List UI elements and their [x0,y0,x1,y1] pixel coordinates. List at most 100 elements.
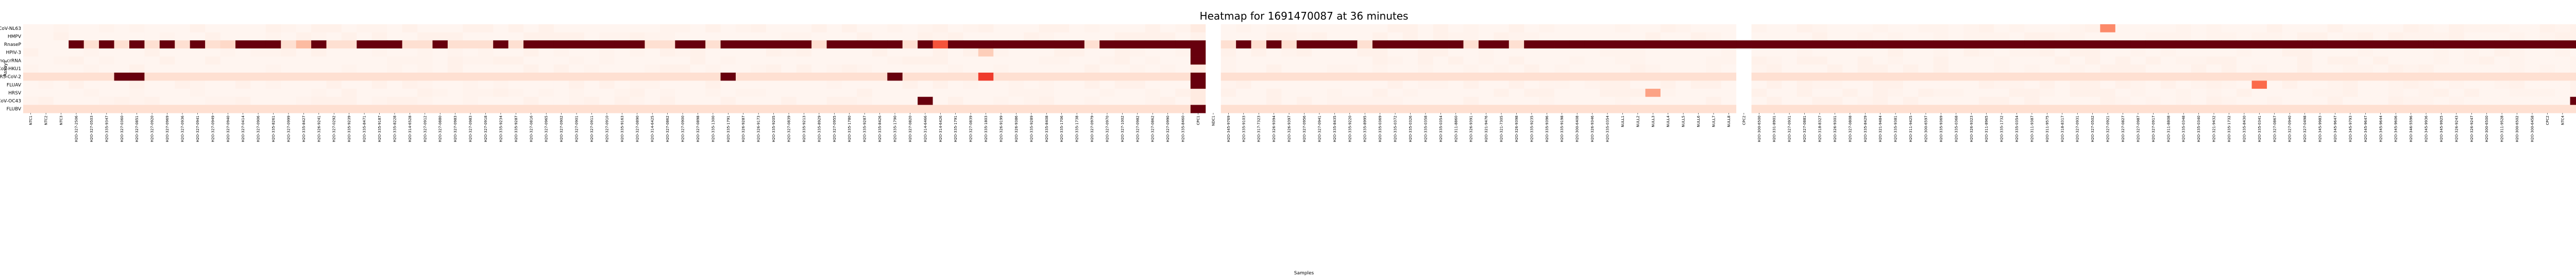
column-label: H2O-335-0369 [1378,116,1382,142]
heatmap-cell [1039,89,1055,97]
heatmap-cell [205,24,221,33]
heatmap-cell [584,32,600,41]
heatmap-cell [1827,96,1843,105]
heatmap-cell [1721,32,1737,41]
heatmap-cell [159,96,175,105]
heatmap-cell [357,105,372,113]
heatmap-cell [265,72,281,81]
heatmap-cell [23,80,39,89]
heatmap-cell [417,24,433,33]
heatmap-cell [2161,105,2176,113]
heatmap-cell [811,80,827,89]
heatmap-cell [2206,96,2222,105]
heatmap-cell [1221,32,1236,41]
heatmap-cell [2555,96,2570,105]
heatmap-cell [1130,32,1145,41]
heatmap-cell [2358,48,2374,57]
heatmap-cell [69,80,84,89]
column-label: H2O-327-0983 [453,116,457,142]
heatmap-cell [341,80,357,89]
heatmap-cell [1175,89,1191,97]
heatmap-cell [902,89,918,97]
heatmap-cell [69,89,84,97]
heatmap-cell [857,40,873,49]
heatmap-cell [235,96,251,105]
heatmap-cell [1008,105,1024,113]
heatmap-cell [1706,40,1722,49]
column-label: H2O-321-7305 [1500,116,1504,142]
heatmap-cell [1600,80,1616,89]
column-label: H2O-311-8965 [1985,116,1989,142]
heatmap-cell [417,105,433,113]
heatmap-cell [250,89,266,97]
column-label: H2O-327-0979 [1090,116,1094,142]
heatmap-cell [902,72,918,81]
heatmap-cell [1782,40,1798,49]
heatmap-cell [447,32,463,41]
heatmap-cell [2236,105,2252,113]
heatmap-cell [281,56,297,65]
heatmap-cell [2555,32,2570,41]
heatmap-cell [2221,89,2237,97]
heatmap-cell [175,96,191,105]
heatmap-cell [402,40,418,49]
heatmap-cell [614,89,630,97]
column-label: H2O-326-9199 [999,116,1003,142]
heatmap-cell [1024,96,1039,105]
heatmap-cell [2115,48,2131,57]
heatmap-cell [220,89,236,97]
heatmap-cell [1963,80,1979,89]
heatmap-cell [1903,48,1919,57]
heatmap-cell [1948,32,1964,41]
heatmap-cell [387,56,403,65]
heatmap-cell [1978,24,1994,33]
column-label: CPC2 [2546,116,2550,125]
heatmap-cell [387,72,403,81]
column-label: H2O-327-0911 [590,116,594,142]
heatmap-cell [1221,56,1236,65]
heatmap-cell [630,32,645,41]
heatmap-cell [250,40,266,49]
heatmap-cell [2024,105,2040,113]
heatmap-cell [1236,105,1251,113]
heatmap-cell [1751,24,1767,33]
heatmap-cell [2282,40,2298,49]
heatmap-cell [1584,96,1600,105]
heatmap-cell [1099,48,1115,57]
heatmap-cell [1615,80,1631,89]
row-label: HCoV-OC43 [0,99,21,104]
heatmap-cell [796,56,812,65]
heatmap-cell [2539,96,2555,105]
column-label: H2O-345-9606 [2394,115,2398,142]
heatmap-cell [2388,89,2404,97]
heatmap-cell [1251,24,1267,33]
heatmap-cell [2509,96,2525,105]
column-label: H2O-327-0881 [1803,116,1807,142]
heatmap-cell [2494,32,2510,41]
heatmap-cell [2282,32,2298,41]
heatmap-cell [69,48,84,57]
heatmap-cell [1963,32,1979,41]
heatmap-cell [2555,72,2570,81]
heatmap-cell [296,105,312,113]
heatmap-cell [144,64,160,73]
heatmap-cell [1130,72,1145,81]
heatmap-cell [2009,89,2025,97]
column-labels: NTC1 NTC2 NTC3 H2O-327-2506 H2O-327-0503 H2O-… [29,113,2576,142]
heatmap-cell [2373,56,2388,65]
heatmap-cell [144,72,160,81]
heatmap-cell [1357,32,1373,41]
heatmap-cell [1615,24,1631,33]
heatmap-cell [1751,32,1767,41]
heatmap-cell [1948,72,1964,81]
heatmap-cell [1948,80,1964,89]
heatmap-cell [857,72,873,81]
heatmap-cell [2479,72,2495,81]
heatmap-cell [99,48,114,57]
heatmap-cell [1448,72,1464,81]
heatmap-cell [1251,48,1267,57]
heatmap-cell [1190,24,1206,33]
heatmap-cell [493,89,509,97]
heatmap-cell [523,56,539,65]
column-label: H2O-335-8408 [1045,116,1049,142]
